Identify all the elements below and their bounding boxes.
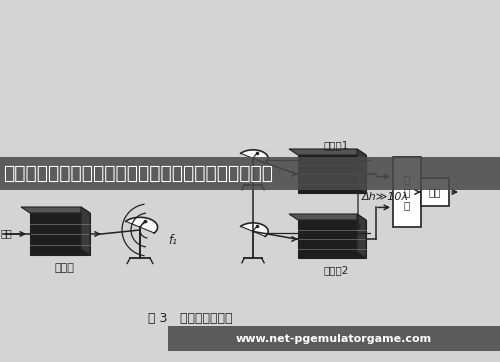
Polygon shape bbox=[30, 213, 90, 255]
Text: 输出: 输出 bbox=[429, 187, 442, 197]
Bar bbox=[393, 157, 421, 227]
Text: 输入: 输入 bbox=[1, 228, 13, 238]
Polygon shape bbox=[298, 220, 366, 258]
Text: 收信机2: 收信机2 bbox=[324, 265, 348, 275]
Text: 收信机1: 收信机1 bbox=[324, 140, 348, 150]
Polygon shape bbox=[289, 214, 366, 220]
Text: 发信机: 发信机 bbox=[54, 263, 74, 273]
Polygon shape bbox=[240, 223, 268, 236]
Text: f₁: f₁ bbox=[168, 233, 177, 247]
Text: 布克比赛录像分析与技术提升路径探索及改进策略研究: 布克比赛录像分析与技术提升路径探索及改进策略研究 bbox=[3, 164, 273, 183]
Text: 合
成
器: 合 成 器 bbox=[404, 174, 410, 210]
Polygon shape bbox=[126, 217, 158, 233]
Text: 图 3: 图 3 bbox=[148, 311, 168, 324]
Bar bbox=[421, 178, 449, 206]
Bar bbox=[168, 326, 500, 351]
Bar bbox=[0, 157, 500, 190]
Text: 空间分集示意图: 空间分集示意图 bbox=[172, 311, 233, 324]
Polygon shape bbox=[81, 207, 90, 255]
Polygon shape bbox=[240, 150, 268, 163]
Polygon shape bbox=[289, 149, 366, 155]
Text: Δh≫10λ: Δh≫10λ bbox=[362, 192, 409, 202]
Polygon shape bbox=[298, 155, 366, 193]
Text: www.net-pgemulatorgame.com: www.net-pgemulatorgame.com bbox=[236, 333, 432, 344]
Polygon shape bbox=[21, 207, 90, 213]
Polygon shape bbox=[357, 149, 366, 193]
Polygon shape bbox=[357, 214, 366, 258]
